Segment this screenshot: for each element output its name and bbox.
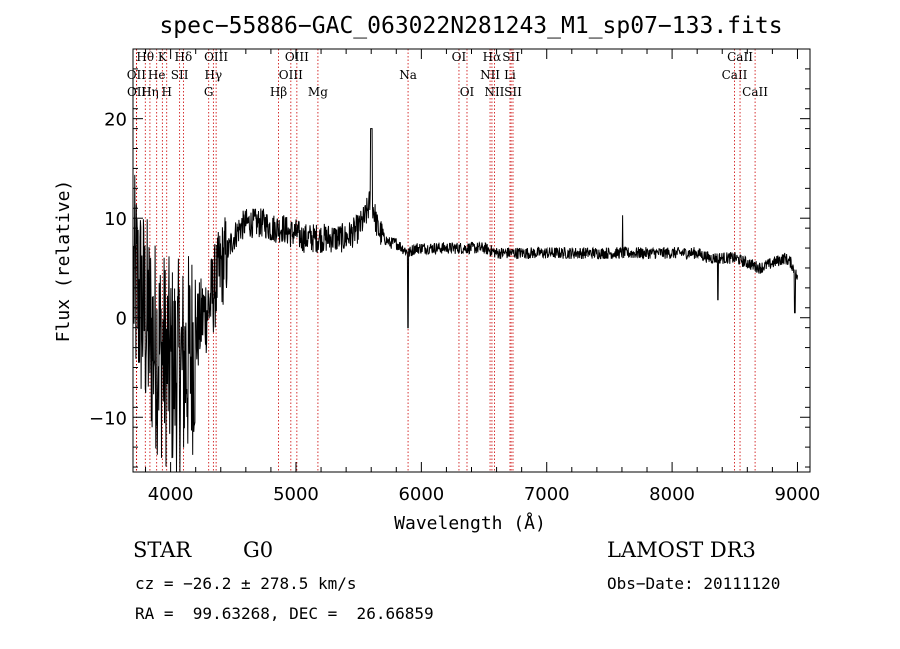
coordinates: RA = 99.63268, DEC = 26.66859	[135, 604, 434, 623]
marker-label: Hδ	[175, 50, 193, 64]
line-markers: OIIOIIHθHηHeKHSIIHδGHγOIIIHβOIIIOIIIMgNa…	[127, 49, 768, 472]
axis-ticks: 4000 5000 6000 7000 8000 9000 −10 0 10 20	[89, 49, 820, 505]
marker-label: Hη	[141, 85, 159, 99]
plot-area	[133, 128, 798, 473]
marker-label: CaII	[727, 50, 753, 64]
x-tick-label: 4000	[148, 484, 194, 505]
x-tick-label: 5000	[273, 484, 319, 505]
marker-label: Hβ	[270, 85, 287, 99]
object-subclass: G0	[243, 538, 274, 562]
survey-name: LAMOST DR3	[607, 538, 756, 562]
spectrum-line	[133, 128, 798, 473]
marker-label: SII	[502, 50, 520, 64]
marker-label: SII	[171, 68, 189, 82]
marker-label: Li	[504, 68, 516, 82]
y-tick-label: 0	[116, 309, 127, 330]
marker-label: NII	[480, 68, 500, 82]
marker-label: H	[161, 85, 171, 99]
y-tick-label: 20	[104, 110, 127, 131]
marker-label: SII	[504, 85, 522, 99]
marker-label: OIII	[285, 50, 309, 64]
y-tick-label: 10	[104, 209, 127, 230]
marker-label: OI	[452, 50, 467, 64]
marker-label: NII	[484, 85, 504, 99]
y-axis-label: Flux (relative)	[53, 180, 74, 343]
x-axis-label: Wavelength (Å)	[394, 512, 546, 534]
marker-label: He	[148, 68, 166, 82]
object-class: STAR	[133, 538, 192, 562]
redshift-velocity: cz = −26.2 ± 278.5 km/s	[135, 574, 357, 593]
marker-label: CaII	[722, 68, 748, 82]
x-tick-label: 7000	[524, 484, 570, 505]
marker-label: Hγ	[205, 68, 223, 82]
marker-label: Mg	[308, 85, 328, 99]
marker-label: Hα	[483, 50, 502, 64]
y-tick-label: −10	[89, 408, 127, 429]
x-tick-label: 6000	[398, 484, 444, 505]
marker-label: OI	[460, 85, 475, 99]
x-tick-label: 8000	[649, 484, 695, 505]
marker-label: OIII	[279, 68, 303, 82]
marker-label: K	[158, 50, 168, 64]
x-tick-label: 9000	[775, 484, 821, 505]
observation-date: Obs−Date: 20111120	[607, 574, 781, 593]
marker-label: OII	[127, 85, 147, 99]
marker-label: G	[204, 85, 214, 99]
chart-title: spec−55886−GAC_063022N281243_M1_sp07−133…	[159, 13, 782, 39]
marker-label: Na	[399, 68, 417, 82]
plot-frame	[132, 48, 811, 473]
marker-label: OIII	[204, 50, 228, 64]
marker-label: CaII	[742, 85, 768, 99]
